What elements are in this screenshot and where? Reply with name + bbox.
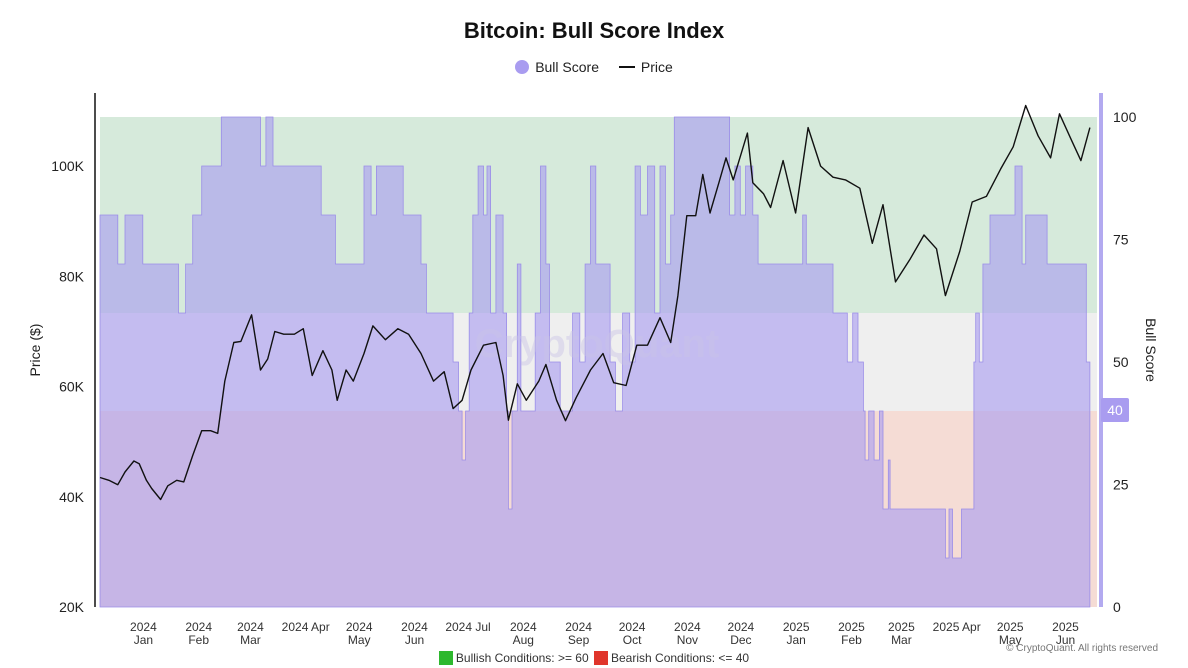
- x-tick-label: 2024: [510, 620, 537, 634]
- y-left-tick-label: 40K: [59, 489, 85, 505]
- price-line: [99, 104, 1091, 501]
- bull-score-dot-icon: [515, 60, 530, 75]
- x-tick-label: 2025: [783, 620, 810, 634]
- x-tick-label: 2025: [997, 620, 1024, 634]
- y-right-tick-label: 25: [1113, 477, 1129, 493]
- x-tick-label: Jan: [786, 633, 805, 647]
- legend-item-price[interactable]: Price: [618, 59, 673, 76]
- x-tick-label: 2024 Jul: [445, 620, 490, 634]
- y-left-tick-label: 60K: [59, 379, 85, 395]
- y-right-tick-label: 50: [1113, 354, 1129, 370]
- x-tick-label: May: [348, 633, 371, 647]
- x-tick-label: Dec: [730, 633, 751, 647]
- x-tick-label: 2024: [346, 620, 373, 634]
- x-tick-label: 2024: [728, 620, 755, 634]
- legend-item-bull-score[interactable]: Bull Score: [515, 59, 599, 75]
- x-tick-label: Jun: [1056, 633, 1075, 647]
- x-tick-label: Aug: [513, 633, 534, 647]
- x-tick-label: Mar: [891, 633, 912, 647]
- x-tick-label: 2025: [1052, 620, 1079, 634]
- x-tick-label: 2024: [674, 620, 701, 634]
- footer-legend: Bullish Conditions: >= 60 Bearish Condit…: [0, 651, 1188, 665]
- x-tick-label: Mar: [240, 633, 261, 647]
- x-tick-label: 2024: [565, 620, 592, 634]
- price-line-layer: [99, 104, 1091, 501]
- x-tick-label: Jun: [405, 633, 424, 647]
- y-right-tick-label: 100: [1113, 109, 1137, 125]
- x-tick-label: Jan: [134, 633, 153, 647]
- footer-item-bullish: Bullish Conditions: >= 60: [438, 651, 589, 665]
- x-tick-label: Feb: [841, 633, 862, 647]
- current-value-text: 40: [1107, 402, 1123, 418]
- x-tick-label: Nov: [677, 633, 698, 647]
- x-tick-label: Sep: [568, 633, 590, 647]
- price-line-icon: [618, 66, 635, 69]
- x-tick-label: Feb: [188, 633, 209, 647]
- bull-score-area: [99, 116, 1091, 608]
- chart-legend: Bull Score Price: [0, 58, 1188, 75]
- bullish-swatch-icon: [438, 651, 453, 665]
- copyright-notice: © CryptoQuant. All rights reserved: [1006, 643, 1158, 654]
- y-left-axis-label: Price ($): [27, 324, 43, 377]
- footer-item-bearish: Bearish Conditions: <= 40: [594, 651, 749, 665]
- right-axis-bar: [1099, 93, 1103, 607]
- x-tick-label: 2024: [401, 620, 428, 634]
- current-value-badge: 40: [1101, 398, 1129, 422]
- y-right-axis-label: Bull Score: [1143, 318, 1159, 382]
- x-tick-label: Oct: [623, 633, 642, 647]
- chart-title: Bitcoin: Bull Score Index: [463, 18, 725, 43]
- y-left-tick-label: 20K: [59, 599, 85, 615]
- bearish-label: Bearish Conditions: <= 40: [611, 651, 750, 665]
- x-tick-label: May: [999, 633, 1022, 647]
- x-tick-label: 2025: [888, 620, 915, 634]
- legend-label-bull-score: Bull Score: [535, 59, 599, 76]
- y-right-tick-label: 75: [1113, 232, 1129, 248]
- watermark: CryptoQuant: [475, 322, 719, 366]
- y-left-tick-label: 100K: [51, 158, 84, 174]
- x-tick-label: 2024: [130, 620, 157, 634]
- bullish-label: Bullish Conditions: >= 60: [455, 651, 589, 665]
- x-tick-label: 2024: [185, 620, 212, 634]
- x-tick-label: 2025: [838, 620, 865, 634]
- legend-label-price: Price: [640, 59, 673, 76]
- x-tick-label: 2024 Apr: [282, 620, 330, 634]
- axes-layer: Price ($) Bull Score 20K 40K 60K 80K 100K 0 25…: [27, 93, 1159, 647]
- bull-score-area-layer: [99, 116, 1091, 608]
- x-tick-label: 2024: [237, 620, 264, 634]
- x-tick-label: 2024: [619, 620, 646, 634]
- y-right-tick-label: 0: [1113, 599, 1121, 615]
- bearish-swatch-icon: [594, 651, 608, 665]
- x-tick-label: 2025 Apr: [933, 620, 981, 634]
- y-left-tick-label: 80K: [59, 268, 85, 284]
